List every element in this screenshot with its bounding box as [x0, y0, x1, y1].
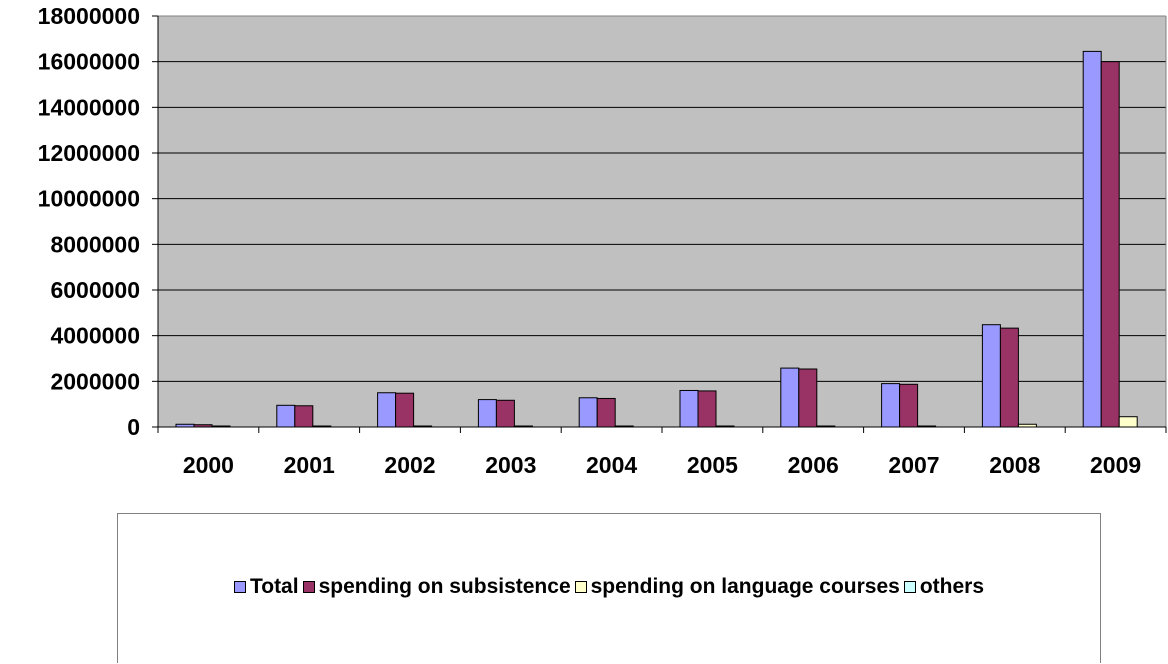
y-tick-label: 14000000: [38, 94, 140, 120]
y-tick-label: 18000000: [38, 3, 140, 29]
y-tick-label: 6000000: [50, 277, 140, 303]
legend-label-total: Total: [249, 575, 299, 598]
legend-item-language-courses: spending on language courses: [574, 575, 900, 599]
bar-spending-on-subsistence-2005: [697, 390, 717, 428]
y-tick-label: 8000000: [50, 231, 140, 257]
x-tick-label: 2008: [989, 452, 1040, 478]
bar-total-2007: [881, 383, 901, 428]
bar-total-2008: [981, 324, 1001, 428]
y-ticks: 0 2000000 4000000 6000000 8000000 10000000 120…: [38, 3, 158, 440]
bar-total-2001: [276, 404, 296, 428]
bar-total-2004: [578, 397, 598, 428]
legend-swatch-language-courses: [574, 581, 587, 593]
legend-item-subsistence: spending on subsistence: [302, 575, 571, 599]
bar-spending-on-subsistence-2006: [798, 368, 818, 428]
legend-row: Total spending on subsistence spending o…: [118, 575, 1100, 599]
x-tick-label: 2002: [384, 452, 435, 478]
x-tick-label: 2009: [1090, 452, 1141, 478]
bar-total-2006: [780, 367, 800, 428]
legend-swatch-subsistence: [302, 581, 315, 593]
y-tick-label: 4000000: [50, 323, 140, 349]
legend-label-others: others: [919, 575, 985, 598]
bar-total-2003: [477, 399, 497, 428]
bar-spending-on-language-courses-2009: [1118, 416, 1138, 428]
x-tick-label: 2001: [284, 452, 335, 478]
y-tick-label: 2000000: [50, 368, 140, 394]
bar-spending-on-subsistence-2007: [899, 383, 919, 428]
bar-total-2002: [377, 392, 397, 428]
bar-total-2005: [679, 389, 699, 428]
legend-label-subsistence: spending on subsistence: [318, 575, 571, 598]
y-tick-label: 16000000: [38, 49, 140, 75]
bar-spending-on-subsistence-2004: [596, 397, 616, 428]
x-ticks: 2000 2001 2002 2003 2004 2005 2006 2007 2008 2009: [157, 427, 1167, 478]
bar-spending-on-subsistence-2003: [495, 399, 515, 428]
x-tick-label: 2007: [888, 452, 939, 478]
y-tick-label: 10000000: [38, 186, 140, 212]
bar-spending-on-subsistence-2008: [999, 327, 1019, 428]
bar-total-2009: [1082, 50, 1102, 428]
x-tick-label: 2000: [183, 452, 234, 478]
x-tick-label: 2005: [687, 452, 738, 478]
bar-spending-on-subsistence-2002: [395, 392, 415, 428]
x-tick-label: 2004: [586, 452, 637, 478]
legend-item-others: others: [903, 575, 985, 599]
legend-swatch-others: [903, 581, 916, 593]
x-tick-label: 2003: [485, 452, 536, 478]
bar-spending-on-subsistence-2001: [294, 405, 314, 428]
y-tick-label: 0: [127, 414, 140, 440]
bar-spending-on-subsistence-2009: [1100, 61, 1120, 428]
legend-item-total: Total: [233, 575, 299, 599]
legend-swatch-total: [233, 581, 246, 593]
x-tick-label: 2006: [788, 452, 839, 478]
legend-label-language-courses: spending on language courses: [590, 575, 900, 598]
y-tick-label: 12000000: [38, 140, 140, 166]
legend: Total spending on subsistence spending o…: [117, 513, 1101, 663]
